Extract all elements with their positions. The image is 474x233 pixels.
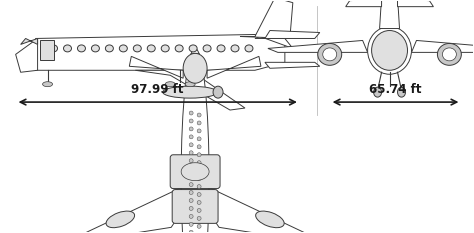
Ellipse shape	[189, 119, 193, 123]
Ellipse shape	[77, 45, 85, 52]
Ellipse shape	[189, 230, 193, 233]
Ellipse shape	[50, 45, 57, 52]
Ellipse shape	[197, 177, 201, 181]
Polygon shape	[380, 0, 400, 28]
Ellipse shape	[372, 31, 408, 70]
Ellipse shape	[119, 45, 128, 52]
Ellipse shape	[189, 222, 193, 226]
Ellipse shape	[185, 82, 195, 87]
Polygon shape	[265, 62, 320, 68]
Ellipse shape	[255, 211, 284, 228]
Ellipse shape	[197, 121, 201, 125]
Ellipse shape	[368, 27, 411, 74]
Bar	[40, 41, 54, 60]
FancyBboxPatch shape	[172, 190, 218, 223]
Polygon shape	[240, 0, 293, 38]
Ellipse shape	[197, 209, 201, 212]
Polygon shape	[36, 34, 285, 70]
Ellipse shape	[197, 137, 201, 141]
Ellipse shape	[318, 43, 342, 65]
Ellipse shape	[231, 45, 239, 52]
Ellipse shape	[442, 48, 456, 61]
Ellipse shape	[189, 45, 197, 52]
Ellipse shape	[374, 87, 382, 97]
Ellipse shape	[197, 232, 201, 233]
Ellipse shape	[197, 129, 201, 133]
Ellipse shape	[43, 82, 53, 87]
Ellipse shape	[133, 45, 141, 52]
Ellipse shape	[64, 45, 72, 52]
Polygon shape	[411, 41, 474, 52]
Ellipse shape	[181, 48, 209, 233]
Polygon shape	[16, 38, 37, 72]
Ellipse shape	[183, 53, 207, 83]
Polygon shape	[129, 56, 183, 78]
Ellipse shape	[189, 214, 193, 218]
Ellipse shape	[189, 183, 193, 187]
Ellipse shape	[197, 185, 201, 188]
Polygon shape	[21, 38, 37, 45]
Ellipse shape	[189, 206, 193, 210]
Ellipse shape	[189, 175, 193, 179]
Ellipse shape	[189, 111, 193, 115]
Ellipse shape	[398, 87, 405, 97]
Ellipse shape	[189, 199, 193, 202]
Ellipse shape	[197, 216, 201, 220]
Ellipse shape	[197, 169, 201, 173]
Polygon shape	[268, 41, 368, 52]
Polygon shape	[265, 31, 320, 38]
Ellipse shape	[189, 143, 193, 147]
Ellipse shape	[197, 113, 201, 117]
Ellipse shape	[197, 153, 201, 157]
Ellipse shape	[245, 45, 253, 52]
Ellipse shape	[161, 45, 169, 52]
Ellipse shape	[189, 167, 193, 171]
Polygon shape	[255, 37, 293, 48]
Ellipse shape	[181, 163, 209, 181]
Ellipse shape	[197, 161, 201, 165]
Text: 65.74 ft: 65.74 ft	[369, 83, 422, 96]
Ellipse shape	[217, 45, 225, 52]
Polygon shape	[398, 0, 433, 7]
Ellipse shape	[165, 82, 175, 87]
Polygon shape	[209, 188, 314, 233]
Ellipse shape	[203, 45, 211, 52]
Ellipse shape	[197, 145, 201, 149]
Text: 97.99 ft: 97.99 ft	[131, 83, 183, 96]
Ellipse shape	[189, 159, 193, 163]
Polygon shape	[190, 53, 200, 76]
Ellipse shape	[189, 191, 193, 195]
Ellipse shape	[175, 45, 183, 52]
Ellipse shape	[189, 135, 193, 139]
Polygon shape	[346, 0, 382, 7]
Ellipse shape	[189, 151, 193, 155]
Ellipse shape	[197, 224, 201, 228]
Ellipse shape	[197, 192, 201, 196]
Polygon shape	[207, 56, 261, 78]
Ellipse shape	[105, 45, 113, 52]
Polygon shape	[76, 188, 181, 233]
Ellipse shape	[323, 48, 337, 61]
Ellipse shape	[163, 86, 218, 98]
FancyBboxPatch shape	[170, 155, 220, 188]
Ellipse shape	[197, 200, 201, 205]
Ellipse shape	[213, 86, 223, 98]
Ellipse shape	[147, 45, 155, 52]
Ellipse shape	[91, 45, 100, 52]
Ellipse shape	[189, 127, 193, 131]
Polygon shape	[135, 70, 245, 110]
Ellipse shape	[106, 211, 135, 228]
Ellipse shape	[438, 43, 461, 65]
